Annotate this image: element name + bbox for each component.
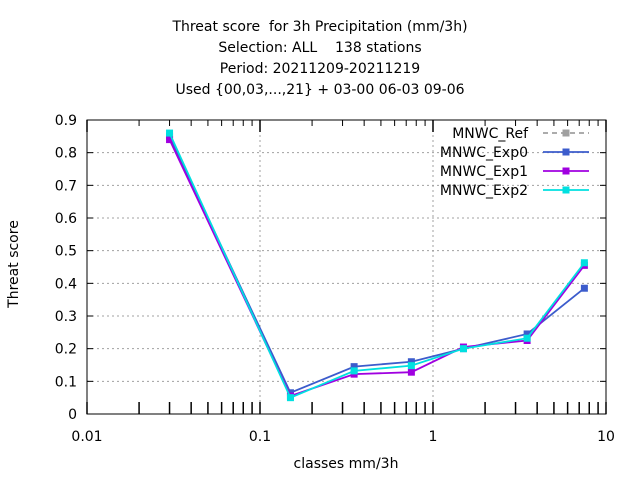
x-tick-label: 10: [597, 429, 615, 445]
data-point-mnwc-exp0: [350, 363, 358, 371]
y-tick-label: 0.6: [55, 211, 77, 227]
axes: 0 0.1 0.2 0.3 0.4 0.5 0.6 0.7 0.8 0.9 0.01 0.1 1 10: [55, 113, 615, 445]
legend-label: MNWC_Exp2: [440, 183, 528, 199]
x-tick-label: 0.1: [249, 429, 271, 445]
data-point-mnwc-exp2: [523, 334, 531, 342]
legend-label: MNWC_Ref: [452, 126, 529, 142]
title-line-4: Used {00,03,...,21} + 03-00 06-03 09-06: [175, 82, 465, 98]
legend-label: MNWC_Exp0: [440, 145, 528, 161]
y-tick-label: 0.5: [55, 244, 77, 260]
data-point-mnwc-exp0: [523, 330, 531, 338]
y-tick-label: 0.2: [55, 342, 77, 358]
title-line-3: Period: 20211209-20211219: [219, 61, 421, 77]
y-tick-label: 0.4: [55, 276, 77, 292]
data-point-mnwc-exp0: [407, 358, 415, 366]
data-point-mnwc-exp2: [350, 367, 358, 375]
legend-marker: [562, 129, 570, 137]
legend-marker: [562, 186, 570, 194]
grid: [87, 120, 606, 414]
y-tick-label: 0.7: [55, 178, 77, 194]
legend-label: MNWC_Exp1: [440, 164, 528, 180]
legend: MNWC_Ref MNWC_Exp0 MNWC_Exp1 MNWC_Exp2: [440, 126, 589, 199]
series-lines: [166, 129, 588, 402]
data-point-mnwc-exp0: [580, 284, 588, 292]
y-axis-label: Threat score: [6, 220, 22, 308]
title-line-1: Threat score for 3h Precipitation (mm/3h…: [172, 19, 468, 35]
y-tick-label: 0.1: [55, 374, 77, 390]
y-tick-label: 0.9: [55, 113, 77, 129]
y-tick-label: 0.3: [55, 309, 77, 325]
data-point-mnwc-exp2: [286, 394, 294, 402]
x-axis-label: classes mm/3h: [293, 456, 399, 472]
x-tick-label: 0.01: [71, 429, 102, 445]
title-line-2: Selection: ALL 138 stations: [218, 40, 422, 56]
data-point-mnwc-exp1: [166, 136, 174, 144]
data-point-mnwc-exp1: [407, 368, 415, 376]
legend-marker: [562, 167, 570, 175]
y-tick-label: 0.8: [55, 146, 77, 162]
legend-marker: [562, 148, 570, 156]
plot-frame: [86, 119, 607, 415]
data-point-mnwc-exp2: [166, 129, 174, 137]
data-point-mnwc-exp2: [580, 259, 588, 267]
data-point-mnwc-exp2: [407, 362, 415, 370]
y-tick-label: 0: [68, 407, 77, 423]
data-point-mnwc-exp2: [459, 345, 467, 353]
x-tick-label: 1: [429, 429, 438, 445]
